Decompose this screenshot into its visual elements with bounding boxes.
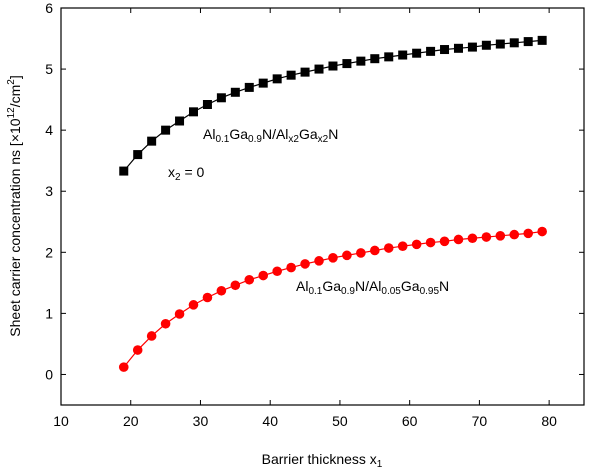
data-point [132, 345, 143, 355]
data-point [146, 331, 157, 341]
x-tick-label: 20 [123, 413, 139, 429]
data-point [202, 100, 212, 110]
x-tick-label: 60 [402, 413, 418, 429]
data-point [342, 59, 352, 69]
data-point [370, 245, 380, 256]
data-point [272, 266, 282, 277]
x-tick-label: 10 [53, 413, 69, 429]
data-point [481, 232, 492, 242]
data-point [314, 64, 324, 74]
annotation-x2-value: x2 = 0 [168, 164, 205, 183]
y-tick-label: 3 [45, 183, 53, 199]
annotation-upper-composition: Al0.1Ga0.9N/Alx2Gax2N [203, 126, 338, 145]
x-tick-label: 80 [541, 413, 557, 429]
data-point [314, 256, 324, 266]
data-point [383, 243, 394, 253]
data-point [133, 150, 143, 160]
data-point [244, 82, 254, 92]
data-point [411, 239, 422, 250]
x-tick-label: 50 [332, 413, 348, 429]
x-tick-label: 40 [262, 413, 278, 429]
data-point [425, 237, 436, 248]
data-point [175, 116, 185, 126]
data-point [384, 52, 394, 62]
data-point [119, 166, 129, 176]
data-point [328, 253, 338, 263]
data-point [230, 280, 241, 291]
y-axis-title: Sheet carrier concentration ns [×1012/cm… [6, 75, 23, 336]
series-line-1 [123, 39, 543, 172]
data-point [258, 270, 269, 281]
annotation-lower-composition: Al0.1Ga0.9N/Al0.05Ga0.95N [296, 278, 449, 297]
data-point [453, 234, 464, 245]
y-tick-label: 2 [45, 244, 53, 260]
data-point [147, 136, 157, 146]
axis-ticks: 10 20 30 40 50 60 70 80 0 1 2 3 4 5 6 [45, 0, 584, 429]
data-point [453, 43, 463, 53]
x-tick-label: 70 [472, 413, 488, 429]
y-tick-label: 0 [45, 366, 53, 382]
plot-frame [60, 7, 585, 406]
y-tick-label: 1 [45, 305, 53, 321]
data-point [509, 229, 520, 240]
data-point [174, 309, 185, 319]
data-point [398, 50, 408, 60]
series-markers [118, 35, 547, 372]
x-tick-label: 30 [193, 413, 209, 429]
data-point [370, 54, 380, 64]
data-point [160, 318, 171, 329]
y-tick-label: 6 [45, 0, 53, 16]
data-point [440, 45, 450, 55]
data-point [188, 300, 199, 310]
data-point [412, 48, 422, 58]
data-point [118, 362, 129, 372]
data-point [216, 285, 227, 296]
data-point [161, 125, 171, 135]
y-tick-label: 4 [45, 122, 53, 138]
data-point [467, 233, 478, 244]
data-point [523, 228, 534, 239]
data-point [537, 226, 547, 237]
data-point [537, 35, 547, 45]
data-point [286, 262, 296, 273]
data-point [202, 292, 213, 303]
data-point [244, 274, 255, 285]
data-point [397, 241, 408, 251]
data-point [509, 38, 519, 48]
y-tick-label: 5 [45, 61, 53, 77]
x-axis-title: Barrier thickness x1 [262, 451, 383, 470]
data-point [426, 46, 436, 56]
series-lines [123, 39, 543, 368]
data-point [300, 67, 310, 77]
data-point [439, 236, 450, 247]
data-point [286, 70, 296, 80]
data-point [523, 37, 533, 47]
data-point [328, 61, 338, 71]
data-point [481, 40, 491, 50]
data-point [188, 107, 198, 117]
series-line-2 [123, 230, 543, 368]
data-point [300, 259, 310, 269]
data-point [356, 56, 366, 66]
data-point [356, 248, 366, 258]
data-point [216, 93, 226, 103]
data-point [258, 78, 268, 88]
data-point [495, 231, 506, 241]
data-point [230, 87, 240, 97]
data-point [342, 250, 352, 261]
data-point [272, 74, 282, 84]
data-point [467, 42, 477, 52]
data-point [495, 39, 505, 49]
